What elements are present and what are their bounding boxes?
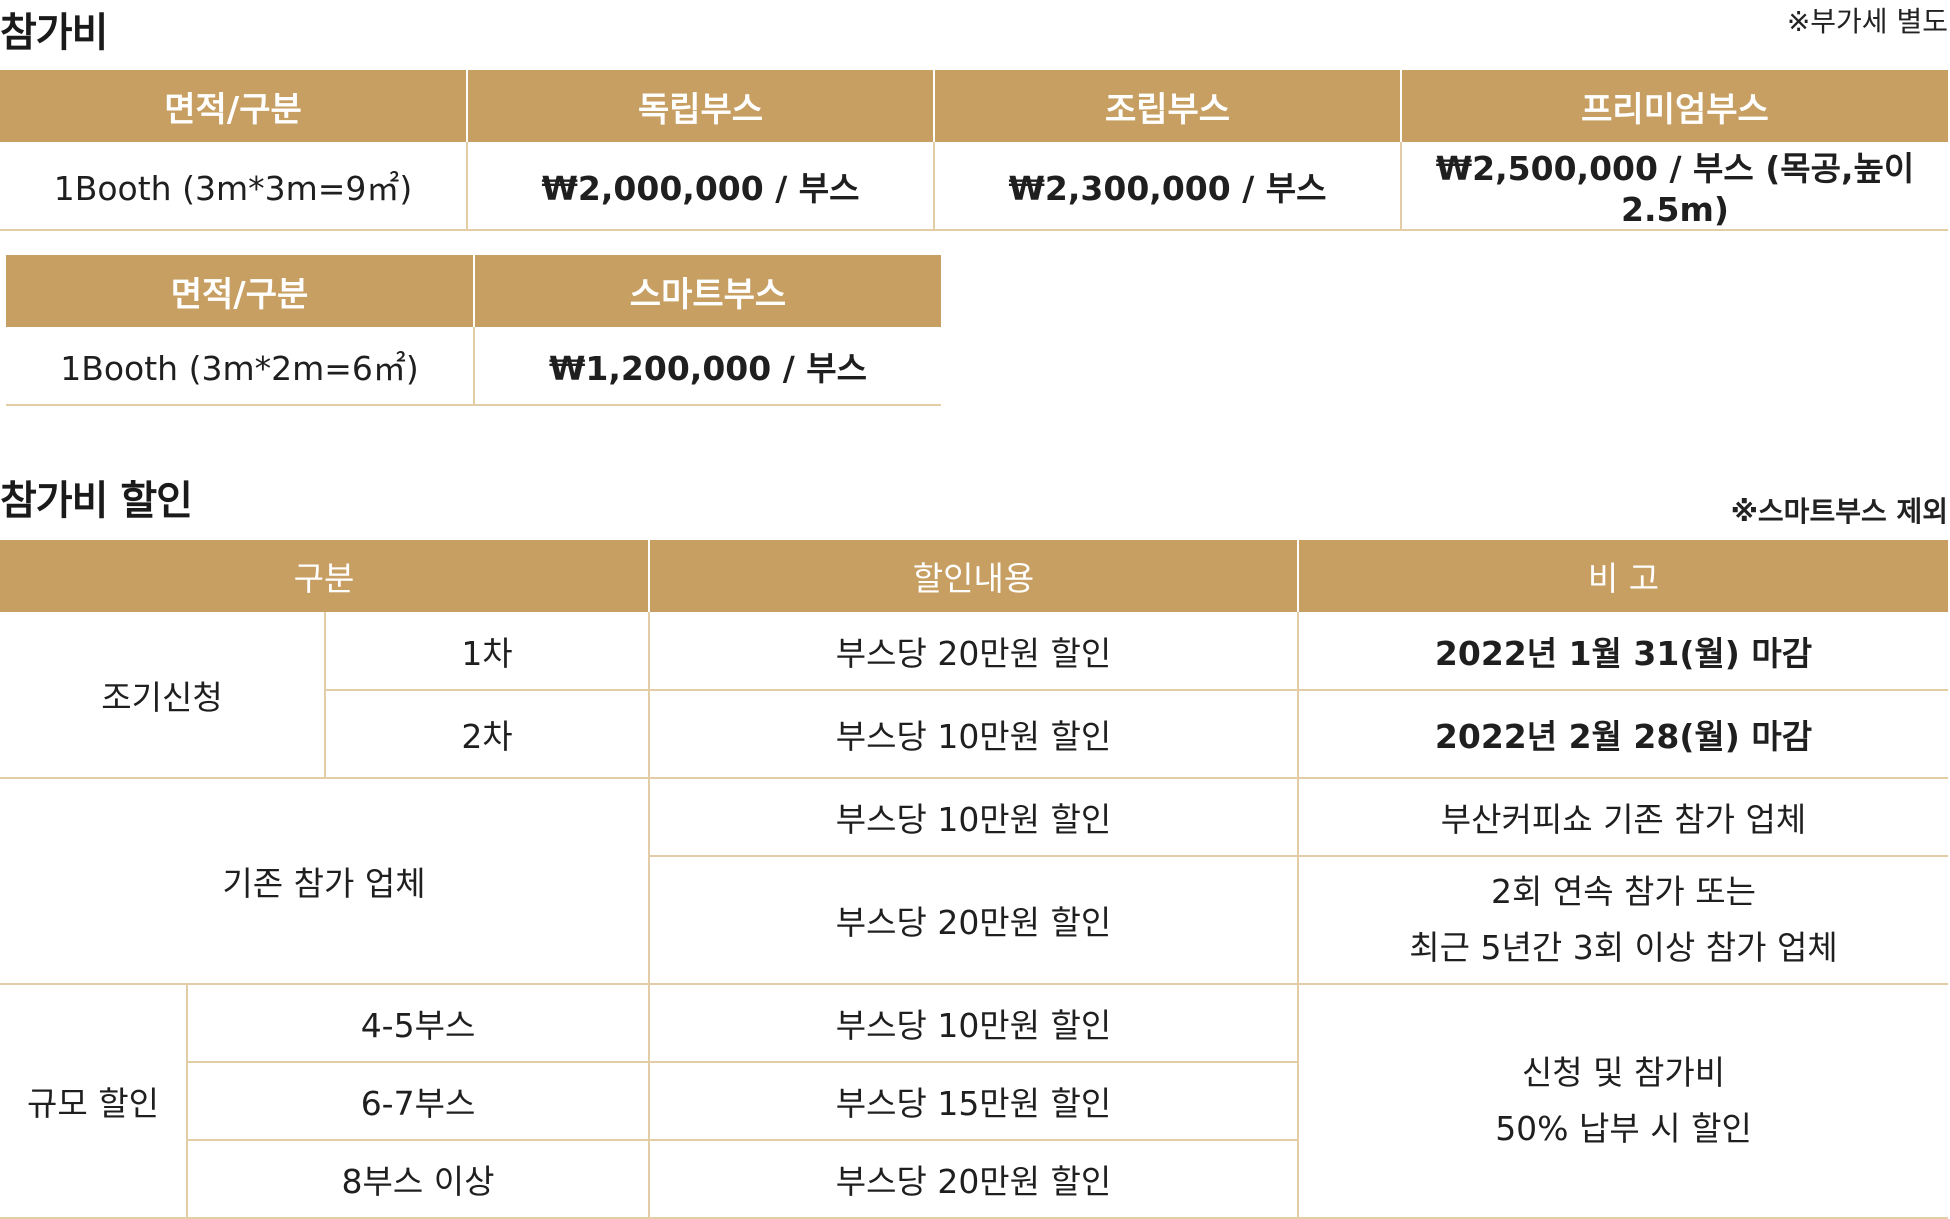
cell-discount: 부스당 10만원 할인	[649, 778, 1299, 857]
table-row: 6-7부스 부스당 15만원 할인	[0, 1062, 1948, 1141]
discount-table-header: 구분 할인내용 비 고	[0, 540, 1948, 612]
cell-discount: 부스당 20만원 할인	[649, 612, 1299, 691]
table-row: 조기신청 1차 부스당 20만원 할인 2022년 1월 31(월) 마감	[0, 612, 1948, 779]
cell-round: 1차	[325, 612, 650, 691]
fee-table-header: 면적/구분 독립부스 조립부스 프리미엄부스	[0, 70, 1948, 142]
cell-size: 4-5부스	[187, 984, 650, 1063]
remark-line: 2회 연속 참가 또는	[1491, 872, 1756, 911]
header-remark: 비 고	[1298, 540, 1948, 612]
header-assembled-booth: 조립부스	[934, 70, 1402, 142]
cell-remark: 부산커피쇼 기존 참가 업체	[1298, 778, 1948, 857]
cell-existing-label: 기존 참가 업체	[0, 778, 650, 985]
cell-area: 1Booth (3m*3m=9㎡)	[0, 142, 468, 231]
fee-table: 면적/구분 독립부스 조립부스 프리미엄부스 1Booth (3m*3m=9㎡)…	[0, 70, 1948, 231]
header-discount: 할인내용	[649, 540, 1299, 612]
cell-scale-remark: 신청 및 참가비 50% 납부 시 할인	[1298, 984, 1948, 1219]
cell-discount: 부스당 10만원 할인	[649, 690, 1299, 779]
header-independent-booth: 독립부스	[467, 70, 935, 142]
table-row: 2차 부스당 10만원 할인 2022년 2월 28(월) 마감	[0, 690, 1948, 779]
header-smart-booth: 스마트부스	[474, 255, 941, 327]
smart-booth-excluded-note: ※스마트부스 제외	[1730, 495, 1948, 528]
cell-independent-price: ₩2,000,000 / 부스	[467, 142, 935, 231]
cell-discount: 부스당 10만원 할인	[649, 984, 1299, 1063]
header-area: 면적/구분	[6, 255, 475, 327]
cell-size: 6-7부스	[187, 1062, 650, 1141]
header-category: 구분	[0, 540, 650, 612]
section-title-discount: 참가비 할인	[0, 478, 193, 524]
smart-table-header: 면적/구분 스마트부스	[6, 255, 941, 327]
vat-note: ※부가세 별도	[1786, 5, 1948, 38]
cell-discount: 부스당 15만원 할인	[649, 1062, 1299, 1141]
remark-line: 50% 납부 시 할인	[1495, 1109, 1752, 1148]
cell-deadline: 2022년 2월 28(월) 마감	[1298, 690, 1948, 779]
table-row: 1Booth (3m*3m=9㎡) ₩2,000,000 / 부스 ₩2,300…	[0, 142, 1948, 231]
cell-early-label: 조기신청	[0, 612, 326, 779]
cell-area: 1Booth (3m*2m=6㎡)	[6, 327, 475, 406]
cell-discount: 부스당 20만원 할인	[649, 856, 1299, 985]
cell-scale-label: 규모 할인	[0, 984, 188, 1219]
table-row: 1Booth (3m*2m=6㎡) ₩1,200,000 / 부스	[6, 327, 941, 406]
discount-table: 구분 할인내용 비 고 조기신청 1차 부스당 20만원 할인 2022년 1월…	[0, 540, 1948, 1219]
cell-size: 8부스 이상	[187, 1140, 650, 1219]
remark-line: 최근 5년간 3회 이상 참가 업체	[1409, 928, 1838, 967]
cell-round: 2차	[325, 690, 650, 779]
table-row: 부스당 20만원 할인 2회 연속 참가 또는 최근 5년간 3회 이상 참가 …	[0, 856, 1948, 985]
table-row: 기존 참가 업체 부스당 10만원 할인 부산커피쇼 기존 참가 업체	[0, 778, 1948, 985]
remark-line: 신청 및 참가비	[1521, 1053, 1726, 1092]
section-title-fee: 참가비	[0, 10, 108, 56]
cell-deadline: 2022년 1월 31(월) 마감	[1298, 612, 1948, 691]
header-premium-booth: 프리미엄부스	[1401, 70, 1948, 142]
cell-smart-price: ₩1,200,000 / 부스	[474, 327, 941, 406]
smart-booth-table: 면적/구분 스마트부스 1Booth (3m*2m=6㎡) ₩1,200,000…	[6, 255, 941, 406]
cell-premium-price: ₩2,500,000 / 부스 (목공,높이 2.5m)	[1401, 142, 1948, 231]
cell-assembled-price: ₩2,300,000 / 부스	[934, 142, 1402, 231]
cell-remark: 2회 연속 참가 또는 최근 5년간 3회 이상 참가 업체	[1298, 856, 1948, 985]
cell-discount: 부스당 20만원 할인	[649, 1140, 1299, 1219]
table-row: 규모 할인 4-5부스 부스당 10만원 할인 신청 및 참가비 50% 납부 …	[0, 984, 1948, 1219]
header-area: 면적/구분	[0, 70, 468, 142]
